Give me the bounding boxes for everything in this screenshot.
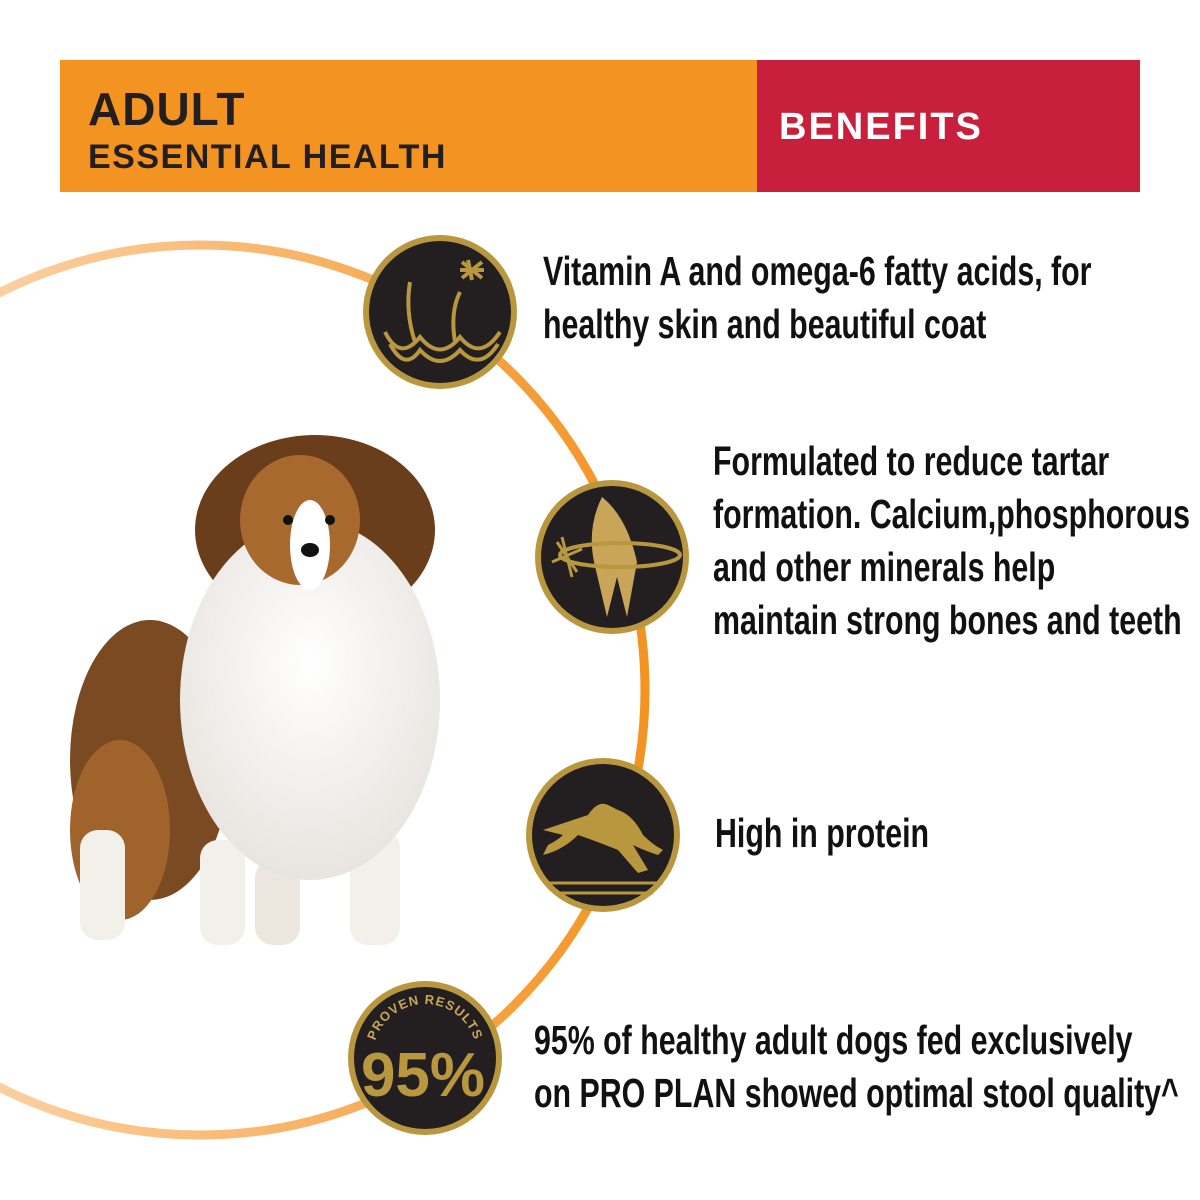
- collie-dog-image: [70, 435, 440, 945]
- text-line: formation. Calcium,phosphorous: [713, 491, 1191, 537]
- text-line: maintain strong bones and teeth: [713, 597, 1182, 643]
- text-line: on PRO PLAN showed optimal stool quality…: [534, 1070, 1179, 1116]
- skin-coat-icon: [363, 235, 517, 389]
- badge-value: 95%: [361, 1041, 485, 1110]
- benefit-text-skin: Vitamin A and omega-6 fatty acids, for h…: [543, 245, 1091, 351]
- header-title: ADULT: [88, 83, 246, 135]
- tooth-bone-icon: [535, 480, 689, 634]
- benefit-text-teeth: Formulated to reduce tartar formation. C…: [713, 435, 1190, 647]
- running-dog-icon: [526, 758, 680, 912]
- header-subtitle: ESSENTIAL HEALTH: [88, 138, 447, 176]
- text-line: High in protein: [715, 810, 930, 856]
- benefit-text-stool: 95% of healthy adult dogs fed exclusivel…: [534, 1014, 1179, 1120]
- proven-results-badge: PROVEN RESULTS 95%: [348, 981, 502, 1135]
- text-line: healthy skin and beautiful coat: [543, 301, 987, 347]
- text-line: Vitamin A and omega-6 fatty acids, for: [543, 248, 1092, 294]
- text-line: 95% of healthy adult dogs fed exclusivel…: [534, 1017, 1133, 1063]
- header-product-banner: ADULT ESSENTIAL HEALTH: [60, 60, 757, 192]
- header-benefits-banner: BENEFITS: [757, 60, 1140, 192]
- text-line: and other minerals help: [713, 544, 1056, 590]
- decorative-arc: [0, 240, 650, 1140]
- benefit-text-protein: High in protein: [715, 807, 929, 860]
- text-line: Formulated to reduce tartar: [713, 438, 1110, 484]
- benefits-heading: BENEFITS: [779, 106, 983, 148]
